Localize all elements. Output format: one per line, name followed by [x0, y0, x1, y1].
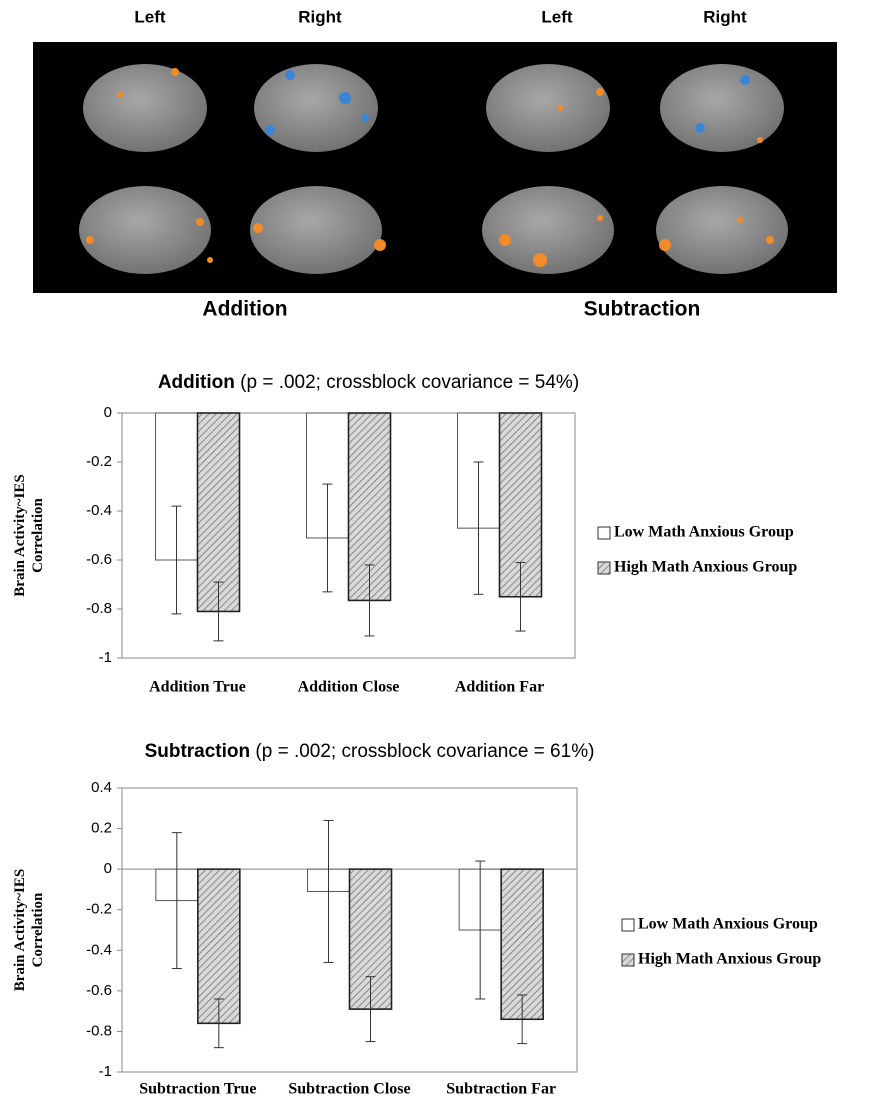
y-tick-label: -1: [99, 649, 112, 666]
legend-label: Low Math Anxious Group: [638, 916, 818, 933]
brain-surface: [254, 64, 378, 152]
hemisphere-label: Right: [703, 7, 747, 26]
legend-swatch: [597, 526, 611, 540]
title-main: Subtraction: [145, 741, 251, 762]
title-stats: (p = .002; crossblock covariance = 61%): [255, 741, 594, 762]
y-tick-label: -0.8: [86, 600, 112, 617]
y-axis-label-line: Correlation: [30, 892, 46, 967]
hemisphere-label: Right: [298, 7, 342, 26]
hemisphere-label: Left: [541, 7, 573, 26]
y-tick-label: 0.2: [91, 820, 112, 837]
bar: [197, 868, 241, 1025]
y-tick-label: -1: [99, 1063, 112, 1080]
y-tick-label: -0.6: [86, 551, 112, 568]
y-tick-label: -0.2: [86, 453, 112, 470]
y-axis-label-line: Correlation: [30, 497, 46, 572]
x-tick-label: Subtraction True: [139, 1081, 256, 1098]
x-tick-label: Addition True: [149, 679, 246, 696]
y-tick-label: -0.2: [86, 901, 112, 918]
brain-surface: [79, 186, 211, 274]
y-axis-label-line: Brain Activity~IES: [12, 869, 28, 991]
legend-swatch: [621, 953, 635, 967]
y-tick-label: 0: [104, 404, 112, 421]
chart-title: Subtraction (p = .002; crossblock covari…: [145, 741, 595, 762]
x-tick-label: Addition Far: [455, 679, 544, 696]
y-axis-label: Brain Activity~IES Correlation: [12, 869, 46, 991]
y-axis-label-line: Brain Activity~IES: [12, 474, 28, 596]
activation-blobs: [86, 68, 774, 267]
bar: [500, 868, 544, 1021]
brain-surface: [486, 64, 610, 152]
brain-surface: [660, 64, 784, 152]
y-tick-label: -0.4: [86, 941, 112, 958]
title-main: Addition: [158, 372, 235, 393]
condition-label: Subtraction: [584, 298, 701, 321]
x-tick-label: Subtraction Close: [288, 1081, 410, 1098]
brain-surface: [656, 186, 788, 274]
y-tick-label: 0: [104, 860, 112, 877]
brain-surface: [83, 64, 207, 152]
brain-surface: [482, 186, 614, 274]
brain-surface: [250, 186, 382, 274]
bar: [196, 412, 241, 613]
y-axis-label: Brain Activity~IES Correlation: [12, 474, 46, 596]
plot-frame: [121, 787, 578, 1073]
legend-label: High Math Anxious Group: [638, 951, 821, 968]
chart-title: Addition (p = .002; crossblock covarianc…: [158, 372, 579, 393]
condition-label: Addition: [202, 298, 287, 321]
brain-images: [79, 64, 788, 274]
title-stats: (p = .002; crossblock covariance = 54%): [240, 372, 579, 393]
y-tick-label: -0.4: [86, 502, 112, 519]
x-tick-label: Addition Close: [298, 679, 400, 696]
legend-label: High Math Anxious Group: [614, 559, 797, 576]
x-tick-label: Subtraction Far: [446, 1081, 556, 1098]
hemisphere-label: Left: [134, 7, 166, 26]
y-tick-label: -0.6: [86, 982, 112, 999]
legend-label: Low Math Anxious Group: [614, 524, 794, 541]
legend-swatch: [621, 918, 635, 932]
y-tick-label: -0.8: [86, 1022, 112, 1039]
legend-swatch: [597, 561, 611, 575]
y-tick-label: 0.4: [91, 779, 112, 796]
